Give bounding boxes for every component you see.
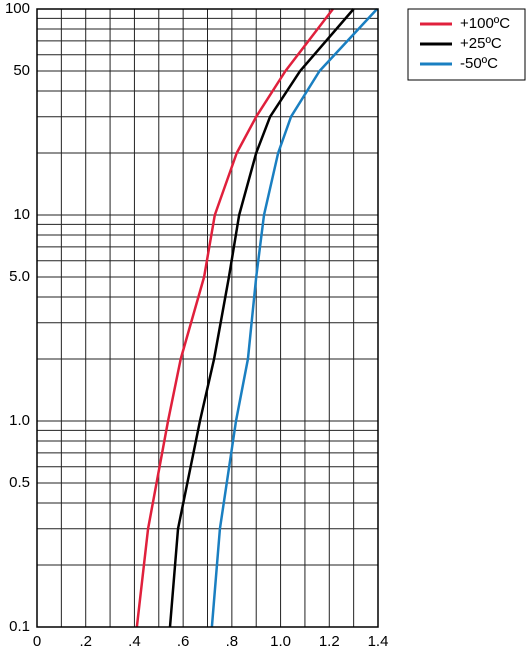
x-tick-label: .8	[226, 633, 239, 650]
series-line	[168, 8, 355, 628]
lines	[135, 8, 378, 628]
legend-label: +25ºC	[460, 35, 502, 52]
x-tick-label: 1.4	[368, 633, 389, 650]
series-line	[210, 8, 378, 628]
x-tick-label: 0	[33, 633, 41, 650]
y-tick-label: 0.1	[9, 618, 30, 635]
y-tick-label: 50	[13, 62, 30, 79]
legend-label: -50ºC	[460, 55, 498, 72]
y-tick-label: 5.0	[9, 268, 30, 285]
y-tick-label: 10	[13, 206, 30, 223]
x-tick-label: 1.0	[270, 633, 291, 650]
legend-label: +100ºC	[460, 15, 510, 32]
y-tick-label: 0.5	[9, 474, 30, 491]
plot-frame	[36, 8, 379, 628]
x-tick-label: .6	[177, 633, 190, 650]
x-tick-label: .2	[79, 633, 92, 650]
y-tick-label: 1.0	[9, 412, 30, 429]
x-tick-label: .4	[128, 633, 141, 650]
y-tick-label: 100	[5, 0, 30, 17]
x-tick-label: 1.2	[319, 633, 340, 650]
series-line	[135, 8, 334, 628]
grid	[36, 8, 379, 628]
